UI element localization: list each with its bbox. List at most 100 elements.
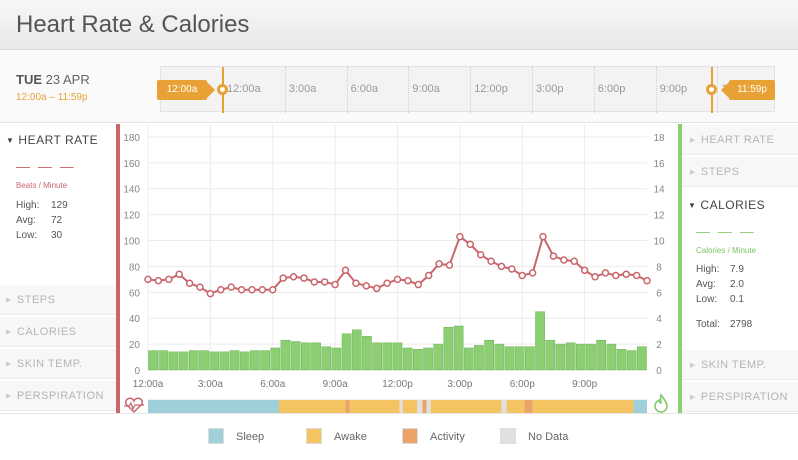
calories-bar: [392, 342, 403, 371]
heart-rate-point: [424, 271, 433, 280]
heart-rate-title-text: HEART RATE: [18, 133, 99, 147]
y-tick-right: 6: [656, 288, 662, 299]
activity-segment: [402, 400, 418, 413]
activity-segment: [148, 400, 279, 413]
timeline-label: 9:00a: [412, 83, 440, 95]
caret-down-icon: ▼: [688, 201, 697, 210]
timeline-label: 3:00p: [536, 83, 564, 95]
time-range-slider[interactable]: 12:00a 9:00p 6:00p 3:00p 12:00p 9:00a 6:00a 3:0…: [157, 66, 775, 113]
activity-segment: [278, 400, 346, 413]
y-tick-right: 8: [656, 262, 662, 273]
flame-shape: [654, 393, 668, 413]
calories-axis-bar: [678, 124, 682, 413]
activity-segment: [633, 400, 647, 413]
y-tick-left: 80: [129, 262, 141, 273]
activity-segment: [349, 400, 400, 413]
calories-bar: [188, 350, 199, 371]
heart-pulse-icon: [124, 397, 144, 413]
activity-segment: [430, 400, 502, 413]
heart-rate-point: [528, 269, 537, 277]
heart-rate-line-sample: — — —: [16, 158, 76, 174]
calories-line-sample: — — —: [696, 223, 756, 239]
metric-tab-heart-rate[interactable]: ▶ HEART RATE: [682, 124, 798, 155]
range-end-knob[interactable]: [706, 84, 717, 95]
x-tick-label: 3:00a: [198, 379, 223, 390]
metric-tab-steps[interactable]: ▶ STEPS: [682, 156, 798, 187]
date-label[interactable]: TUE 23 APR: [16, 72, 90, 87]
range-end-handle[interactable]: 11:59p: [721, 80, 775, 100]
metric-tab-perspiration[interactable]: ▶ PERSPIRATION: [682, 381, 798, 412]
calories-bar: [168, 351, 179, 371]
metric-tab-label: PERSPIRATION: [700, 391, 788, 403]
activity-legend: Sleep Awake Activity No Data: [0, 413, 798, 460]
calories-bar: [209, 351, 220, 371]
y-tick-left: 0: [134, 366, 140, 377]
heart-shape: [124, 397, 144, 413]
y-tick-right: 10: [653, 237, 665, 248]
heart-rate-title[interactable]: ▼ HEART RATE: [6, 133, 98, 147]
metric-tab-steps[interactable]: ▶ STEPS: [0, 284, 116, 315]
calories-title[interactable]: ▼ CALORIES: [688, 198, 765, 212]
calories-bar: [219, 351, 230, 371]
heart-rate-point: [279, 274, 287, 282]
heart-rate-point: [300, 274, 308, 282]
caret-right-icon: ▶: [690, 169, 696, 176]
heart-rate-point: [269, 285, 277, 294]
y-tick-right: 0: [656, 366, 662, 377]
heart-rate-point: [185, 279, 194, 288]
calories-bar: [474, 345, 484, 371]
heart-rate-point: [643, 276, 651, 285]
timeline-tick: [284, 67, 286, 113]
heart-rate-panel[interactable]: ▼ HEART RATE — — — Beats / Minute High: 1…: [0, 124, 116, 281]
heart-rate-point: [237, 285, 246, 294]
heart-rate-point: [372, 284, 381, 293]
heart-rate-point: [560, 256, 568, 264]
heart-rate-point: [445, 261, 454, 269]
y-tick-left: 100: [123, 237, 140, 248]
heart-rate-point: [591, 273, 599, 281]
metric-tab-label: STEPS: [16, 294, 56, 306]
metric-tab-skin-temp[interactable]: ▶ SKIN TEMP.: [682, 349, 798, 380]
metric-tab-perspiration[interactable]: ▶ PERSPIRATION: [0, 380, 116, 411]
calories-bar: [453, 325, 464, 371]
heart-rate-point: [612, 271, 620, 280]
heart-rate-point: [508, 265, 516, 273]
timeline-label: 12:00p: [474, 83, 508, 95]
timeline-label: 3:00a: [288, 83, 317, 95]
stat-label: Avg:: [696, 279, 716, 290]
heart-rate-pointer: [116, 154, 120, 170]
heart-rate-point: [248, 285, 256, 294]
range-start-knob[interactable]: [217, 84, 228, 95]
x-tick-label: 3:00p: [447, 379, 472, 390]
heart-rate-point: [404, 276, 412, 285]
timeline-tick: [470, 67, 472, 113]
calories-panel[interactable]: ▼ CALORIES — — — Calories / Minute High: …: [682, 188, 798, 347]
metric-tab-label: STEPS: [700, 166, 740, 178]
heart-rate-point: [352, 279, 360, 288]
stat-value: 2.0: [730, 279, 744, 290]
legend-label-no-data: No Data: [528, 431, 569, 443]
timeline-tick: [346, 67, 348, 113]
left-metric-panel: ▼ HEART RATE — — — Beats / Minute High: 1…: [0, 124, 116, 412]
heart-rate-point: [154, 276, 163, 285]
x-tick-label: 9:00a: [323, 379, 348, 390]
metric-tab-calories[interactable]: ▶ CALORIES: [0, 316, 116, 347]
timeline-tick: [717, 67, 719, 113]
stat-label: Avg:: [16, 215, 36, 226]
calories-bar: [341, 333, 352, 371]
metric-tab-label: SKIN TEMP.: [700, 359, 767, 371]
range-start-handle[interactable]: 12:00a: [157, 80, 215, 100]
legend-label-awake: Awake: [334, 431, 367, 443]
timeline-tick: [408, 67, 410, 113]
calories-bar: [616, 349, 627, 371]
timeline-label: 9:00p: [659, 83, 688, 95]
legend-label-sleep: Sleep: [236, 431, 265, 443]
right-metric-panel: ▶ HEART RATE ▶ STEPS ▼ CALORIES — — — Calor…: [682, 124, 798, 412]
heart-rate-point: [289, 273, 298, 281]
x-tick-label: 6:00a: [260, 379, 285, 390]
calories-bar: [433, 343, 444, 371]
calories-bar: [382, 342, 393, 371]
heart-rate-point: [258, 285, 267, 294]
metric-tab-skin-temp[interactable]: ▶ SKIN TEMP.: [0, 348, 116, 379]
